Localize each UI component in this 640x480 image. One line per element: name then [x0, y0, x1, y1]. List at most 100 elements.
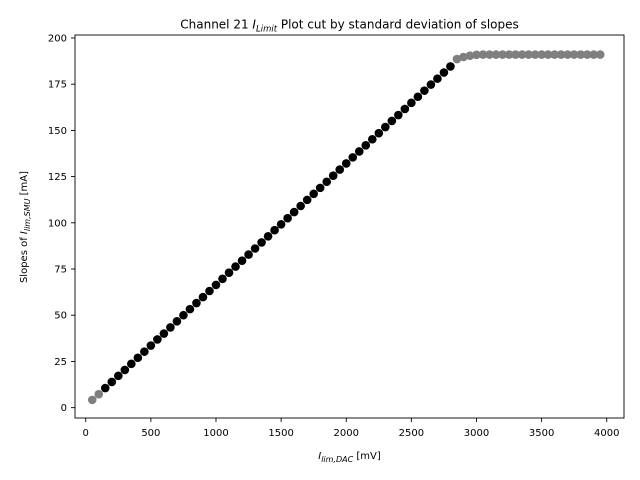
- data-point-series-1: [582, 50, 592, 59]
- data-point-series-2: [231, 262, 240, 271]
- data-point-series-1: [595, 50, 605, 59]
- data-point-series-1: [550, 50, 559, 59]
- data-point-series-1: [524, 50, 533, 59]
- data-point-series-2: [328, 171, 338, 180]
- data-point-series-1: [472, 50, 481, 60]
- y-tick-label: 0: [61, 403, 67, 414]
- data-point-series-2: [179, 310, 188, 320]
- data-point-series-2: [263, 232, 273, 241]
- data-point-series-2: [289, 207, 299, 217]
- data-point-series-2: [387, 116, 397, 126]
- data-point-series-2: [374, 128, 384, 138]
- title-subscript: Limit: [256, 25, 278, 35]
- data-point-series-2: [335, 165, 345, 174]
- data-point-series-1: [87, 395, 97, 405]
- y-axis-label-prefix: Slopes of: [19, 234, 30, 283]
- y-axis-label-unit: [mA]: [19, 171, 30, 199]
- data-point-series-1: [517, 50, 527, 59]
- data-point-series-2: [198, 292, 208, 302]
- title-prefix: Channel 21: [180, 18, 252, 32]
- y-tick-label: 200: [48, 33, 67, 44]
- x-tick-label: 3500: [529, 428, 554, 439]
- data-point-series-2: [237, 256, 247, 266]
- plot-frame: [74, 34, 625, 419]
- data-point-series-1: [504, 50, 514, 59]
- x-axis-label-symbol: I: [318, 451, 321, 462]
- data-point-series-2: [439, 68, 449, 77]
- data-point-series-2: [133, 353, 143, 363]
- data-point-series-2: [381, 122, 390, 132]
- data-point-series-2: [211, 280, 221, 290]
- data-point-series-1: [569, 50, 579, 59]
- y-axis-label-subscript: lim,SMU: [23, 198, 32, 231]
- data-point-series-2: [270, 225, 279, 235]
- x-tick-label: 1000: [203, 428, 228, 439]
- data-point-series-1: [485, 50, 494, 59]
- data-point-series-2: [250, 244, 260, 253]
- data-point-series-2: [302, 195, 312, 205]
- data-point-series-1: [543, 50, 553, 59]
- data-point-series-1: [478, 50, 488, 59]
- y-tick-label: 25: [54, 357, 67, 368]
- x-axis-label-subscript: lim,DAC: [321, 455, 353, 464]
- data-point-series-2: [120, 365, 130, 375]
- data-point-series-2: [224, 268, 234, 278]
- y-tick-label: 50: [54, 311, 67, 322]
- data-point-series-2: [361, 141, 371, 150]
- data-point-series-2: [426, 80, 436, 89]
- plot-area: [74, 34, 625, 419]
- data-point-series-1: [530, 50, 540, 59]
- title-suffix: Plot cut by standard deviation of slopes: [277, 18, 519, 32]
- data-point-series-2: [348, 153, 358, 162]
- data-point-series-1: [563, 50, 572, 59]
- data-point-series-2: [185, 304, 195, 314]
- data-point-series-2: [140, 347, 149, 356]
- data-point-series-2: [166, 323, 175, 332]
- data-point-series-2: [100, 383, 110, 393]
- data-point-series-2: [276, 219, 286, 229]
- data-point-series-2: [341, 159, 351, 168]
- x-tick-label: 1500: [268, 428, 293, 439]
- y-tick-label: 150: [48, 126, 67, 137]
- x-axis: 0 500 1000 1500 2000 2500 3000 3500 4000: [83, 418, 619, 439]
- data-point-series-2: [283, 213, 292, 223]
- data-point-series-2: [367, 134, 377, 144]
- data-point-series-1: [465, 51, 475, 60]
- data-point-series-2: [413, 92, 423, 102]
- data-point-series-2: [205, 286, 214, 296]
- x-tick-label: 4000: [594, 428, 619, 439]
- data-point-series-2: [172, 317, 182, 326]
- data-point-series-2: [309, 189, 318, 199]
- data-point-series-2: [407, 98, 416, 108]
- data-point-series-2: [107, 377, 117, 387]
- data-point-series-2: [354, 147, 364, 156]
- x-tick-label: 2500: [399, 428, 424, 439]
- data-point-series-2: [446, 62, 455, 71]
- title-symbol: I: [252, 18, 256, 32]
- y-axis: 0 25 50 75 100 125 150 175 200: [48, 33, 75, 414]
- data-point-series-2: [322, 177, 332, 187]
- data-point-series-2: [400, 104, 410, 114]
- data-point-series-2: [192, 298, 201, 308]
- data-point-series-1: [94, 389, 104, 399]
- data-point-series-2: [127, 359, 136, 369]
- x-axis-label-unit: [mV]: [353, 451, 381, 462]
- y-tick-label: 100: [48, 218, 67, 229]
- data-point-series-2: [257, 238, 266, 247]
- data-point-series-1: [511, 50, 520, 59]
- data-point-series-2: [394, 110, 403, 120]
- data-point-series-2: [218, 274, 227, 284]
- data-point-series-2: [433, 74, 442, 83]
- chart-title: Channel 21 ILimit Plot cut by standard d…: [180, 18, 519, 35]
- data-point-series-2: [146, 341, 156, 350]
- y-axis-label-symbol: I: [19, 231, 30, 234]
- data-point-series-1: [491, 50, 501, 59]
- data-point-series-1: [452, 54, 462, 64]
- data-point-series-2: [159, 329, 169, 338]
- data-point-series-2: [114, 371, 123, 381]
- x-tick-label: 3000: [464, 428, 489, 439]
- y-tick-label: 125: [48, 172, 67, 183]
- data-point-series-1: [537, 50, 546, 59]
